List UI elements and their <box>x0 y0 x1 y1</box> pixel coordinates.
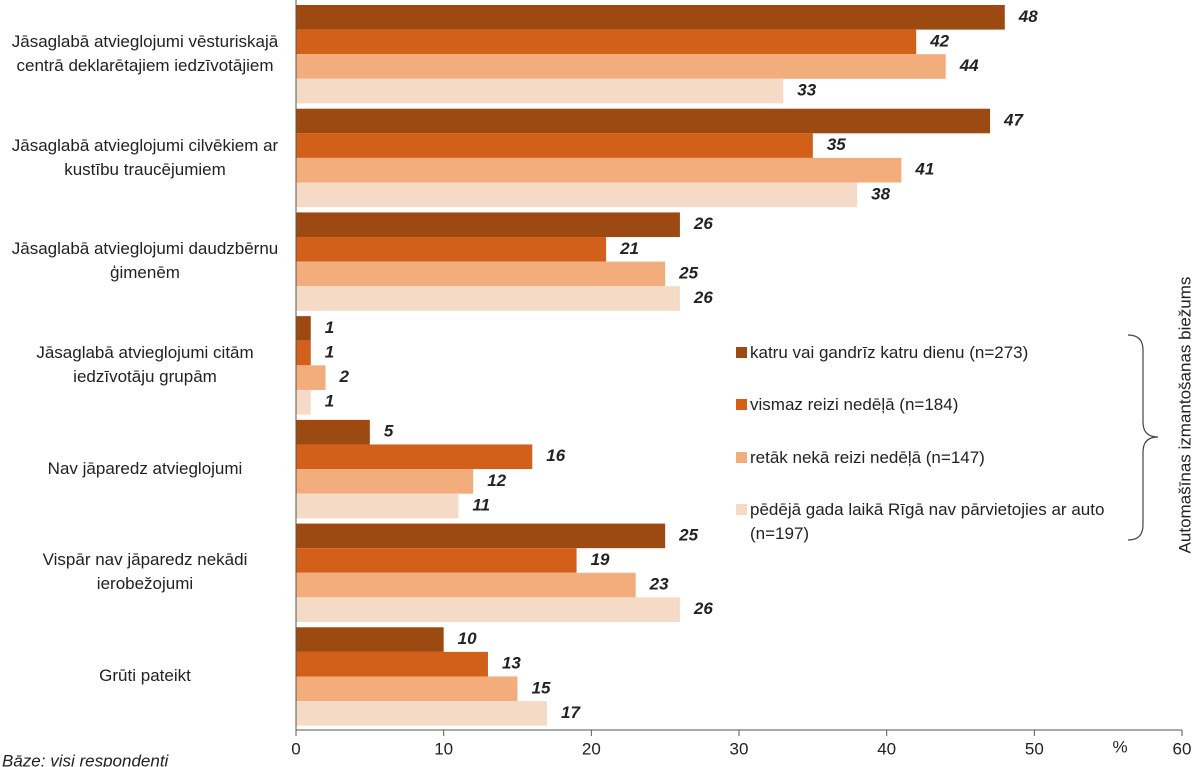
x-tick-label: 0 <box>291 739 300 758</box>
bar <box>296 237 607 262</box>
data-label: 41 <box>914 160 934 179</box>
x-tick-label: 10 <box>434 739 453 758</box>
data-label: 26 <box>693 599 713 618</box>
bar <box>296 365 326 390</box>
data-label: 1 <box>325 318 334 337</box>
bar <box>296 261 666 287</box>
bar <box>296 572 636 598</box>
data-label: 1 <box>325 343 334 362</box>
data-label: 1 <box>325 392 334 411</box>
bar <box>296 316 311 341</box>
data-label: 10 <box>458 629 477 648</box>
legend-label: retāk nekā reizi nedēļā (n=147) <box>750 448 985 467</box>
category-label: Jāsaglabā atvieglojumi daudzbērnu ģimenē… <box>11 239 279 283</box>
data-label: 38 <box>871 184 890 203</box>
bar <box>296 627 444 652</box>
category-label: Jāsaglabā atvieglojumi citām iedzīvotāju… <box>36 343 254 386</box>
data-label: 15 <box>532 678 551 697</box>
data-label: 2 <box>339 367 350 386</box>
legend-swatch <box>736 399 747 410</box>
data-label: 11 <box>472 495 490 514</box>
data-label: 47 <box>1003 110 1024 129</box>
x-tick-label: 20 <box>582 739 601 758</box>
x-tick-label: 50 <box>1025 739 1044 758</box>
bar <box>296 212 680 238</box>
legend-label: katru vai gandrīz katru dienu (n=273) <box>750 343 1029 362</box>
x-axis-label: % <box>1112 737 1127 756</box>
bar <box>296 419 370 445</box>
legend-swatch <box>736 347 747 358</box>
data-label: 13 <box>502 654 521 673</box>
data-label: 16 <box>546 446 565 465</box>
bar <box>296 108 991 134</box>
bar <box>296 676 518 702</box>
bar <box>296 493 459 519</box>
data-label: 42 <box>929 31 949 50</box>
category-label: Jāsaglabā atvieglojumi vēsturiskajā cent… <box>11 31 279 75</box>
category-label: Vispār nav jāparedz nekādi ierobežojumi <box>42 550 248 594</box>
bar <box>296 286 680 311</box>
x-tick-label: 60 <box>1173 739 1192 758</box>
data-label: 5 <box>384 422 394 441</box>
bar <box>296 469 474 494</box>
bar <box>296 701 548 726</box>
data-label: 33 <box>797 81 816 100</box>
bar <box>296 597 680 622</box>
category-label: Jāsaglabā atvieglojumi cilvēkiem ar kust… <box>11 135 279 179</box>
bar <box>296 54 946 79</box>
note: Bāze: visi respondenti <box>2 751 170 767</box>
bar <box>296 182 858 208</box>
category-label: Nav jāparedz atvieglojumi <box>47 458 243 478</box>
legend-label: pēdējā gada laikā Rīgā nav pārvietojies … <box>750 500 1105 543</box>
legend-title: Automašīnas izmantošanas biežums <box>1175 277 1194 554</box>
data-label: 44 <box>959 56 979 75</box>
bar <box>296 5 1005 30</box>
legend-swatch <box>736 452 747 463</box>
legend-brace <box>1127 334 1159 541</box>
legend-label: vismaz reizi nedēļā (n=184) <box>750 395 959 414</box>
data-label: 48 <box>1018 7 1038 26</box>
bar <box>296 389 311 415</box>
bar <box>296 340 311 366</box>
data-label: 25 <box>678 525 698 544</box>
bar <box>296 133 813 158</box>
bar <box>296 548 577 573</box>
category-label: Grūti pateikt <box>99 666 191 686</box>
bar <box>296 444 533 470</box>
data-label: 25 <box>678 263 698 282</box>
x-tick-label: 30 <box>730 739 749 758</box>
data-label: 17 <box>561 703 581 722</box>
bar <box>296 78 784 104</box>
data-label: 26 <box>693 288 713 307</box>
x-tick-label: 40 <box>877 739 896 758</box>
legend-swatch <box>736 504 747 515</box>
data-label: 19 <box>591 550 610 569</box>
bar <box>296 157 902 183</box>
data-label: 26 <box>693 214 713 233</box>
data-label: 35 <box>827 135 846 154</box>
bar <box>296 523 666 549</box>
data-label: 12 <box>487 471 506 490</box>
bar <box>296 651 488 677</box>
bar <box>296 29 917 55</box>
data-label: 21 <box>619 239 639 258</box>
data-label: 23 <box>649 575 669 594</box>
